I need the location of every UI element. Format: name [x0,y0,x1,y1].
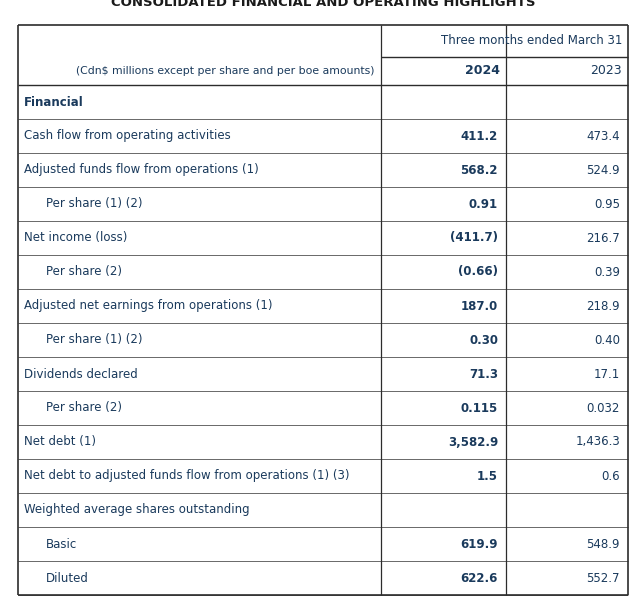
Text: 187.0: 187.0 [461,300,498,312]
Text: Net debt to adjusted funds flow from operations (1) (3): Net debt to adjusted funds flow from ope… [24,470,349,482]
Text: 411.2: 411.2 [461,130,498,142]
Text: Per share (1) (2): Per share (1) (2) [46,198,143,210]
Text: Financial: Financial [24,95,84,109]
Text: Diluted: Diluted [46,572,89,584]
Text: Basic: Basic [46,537,77,551]
Text: 0.30: 0.30 [469,333,498,347]
Text: Net debt (1): Net debt (1) [24,435,96,449]
Text: (411.7): (411.7) [450,232,498,244]
Text: 548.9: 548.9 [586,537,620,551]
Text: Per share (2): Per share (2) [46,265,122,279]
Text: 622.6: 622.6 [461,572,498,584]
Text: 552.7: 552.7 [586,572,620,584]
Text: 1.5: 1.5 [477,470,498,482]
Text: Net income (loss): Net income (loss) [24,232,127,244]
Text: 2023: 2023 [590,65,622,78]
Text: 216.7: 216.7 [586,232,620,244]
Text: (Cdn$ millions except per share and per boe amounts): (Cdn$ millions except per share and per … [76,66,375,76]
Text: Per share (2): Per share (2) [46,402,122,414]
Text: Weighted average shares outstanding: Weighted average shares outstanding [24,504,250,517]
Text: 0.40: 0.40 [594,333,620,347]
Text: CONSOLIDATED FINANCIAL AND OPERATING HIGHLIGHTS: CONSOLIDATED FINANCIAL AND OPERATING HIG… [111,0,535,9]
Text: Cash flow from operating activities: Cash flow from operating activities [24,130,231,142]
Text: 0.39: 0.39 [594,265,620,279]
Text: 0.95: 0.95 [594,198,620,210]
Text: Adjusted net earnings from operations (1): Adjusted net earnings from operations (1… [24,300,273,312]
Text: 0.115: 0.115 [461,402,498,414]
Text: 0.6: 0.6 [602,470,620,482]
Text: Per share (1) (2): Per share (1) (2) [46,333,143,347]
Text: 568.2: 568.2 [461,163,498,177]
Text: 0.91: 0.91 [469,198,498,210]
Text: (0.66): (0.66) [458,265,498,279]
Text: 473.4: 473.4 [586,130,620,142]
Text: Dividends declared: Dividends declared [24,367,138,380]
Text: 17.1: 17.1 [594,367,620,380]
Text: 2024: 2024 [465,65,500,78]
Text: 619.9: 619.9 [461,537,498,551]
Text: Three months ended March 31: Three months ended March 31 [440,34,622,48]
Text: 1,436.3: 1,436.3 [575,435,620,449]
Text: 3,582.9: 3,582.9 [448,435,498,449]
Text: Adjusted funds flow from operations (1): Adjusted funds flow from operations (1) [24,163,259,177]
Text: 218.9: 218.9 [586,300,620,312]
Text: 71.3: 71.3 [469,367,498,380]
Text: 0.032: 0.032 [587,402,620,414]
Text: 524.9: 524.9 [586,163,620,177]
